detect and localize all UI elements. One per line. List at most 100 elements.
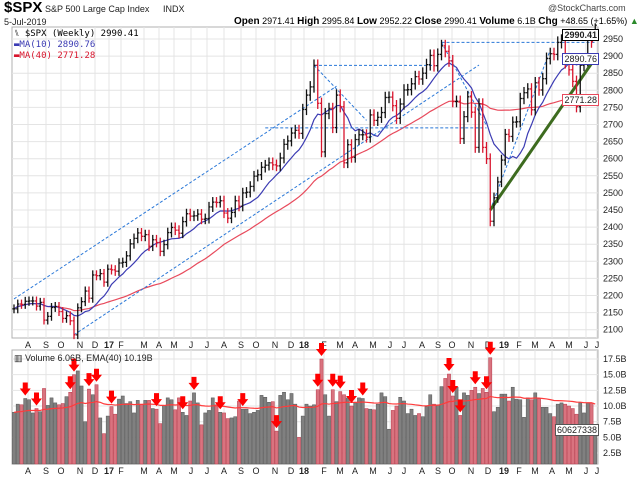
price-bar (68, 311, 72, 326)
price-x-tick-label: S (238, 340, 244, 350)
price-bar (244, 187, 249, 199)
legend-ma40: ▬MA(40) 2771.28 (14, 51, 96, 61)
volume-bar (203, 412, 208, 465)
price-bar (139, 228, 144, 242)
volume-bar (173, 409, 178, 465)
price-bar (571, 63, 575, 88)
volume-bar (165, 397, 170, 465)
volume-x-tick-label: A (221, 466, 227, 476)
volume-y-tick-label: 7.5B (603, 417, 622, 427)
price-x-tick-label: S (435, 340, 441, 350)
volume-bar (177, 397, 181, 465)
volume-bar (199, 424, 204, 465)
price-bar (477, 98, 481, 153)
volume-bar (143, 400, 148, 465)
volume-bar (83, 421, 88, 465)
price-bar (293, 124, 297, 139)
price-bar (379, 106, 384, 123)
price-bar (154, 234, 159, 248)
volume-bar (94, 384, 99, 465)
red-down-arrow-icon (83, 373, 95, 387)
price-y-tick-label: 2950 (603, 34, 623, 44)
price-x-tick-label: F (118, 340, 124, 350)
red-down-arrow-icon (31, 392, 42, 406)
chart-date: 5-Jul-2019 (4, 17, 47, 27)
volume-bar (293, 403, 298, 465)
price-x-tick-label: J (189, 340, 194, 350)
red-down-arrow-icon (68, 358, 80, 372)
red-down-arrow-icon (188, 376, 200, 390)
volume-bar (492, 411, 496, 465)
volume-bar (398, 396, 403, 465)
price-bar (499, 154, 504, 188)
volume-bar (315, 389, 320, 465)
price-x-tick-label: M (531, 340, 539, 350)
price-x-tick-label: A (221, 340, 227, 350)
volume-bar (544, 407, 549, 465)
dashed-trendline (13, 85, 337, 300)
price-y-tick-label: 2300 (603, 256, 623, 266)
volume-bar (218, 412, 223, 465)
price-bar (83, 286, 87, 307)
index-name: S&P 500 Large Cap Index (45, 4, 150, 14)
price-y-tick-label: 2200 (603, 291, 623, 301)
price-bar (372, 109, 376, 126)
exchange: INDX (163, 4, 185, 14)
volume-legend: ▥ Volume 6.06B, EMA(40) 10.19B (14, 353, 153, 363)
volume-bar (533, 392, 538, 465)
volume-bar (480, 388, 485, 465)
price-bar (308, 81, 312, 101)
volume-bar (417, 413, 421, 465)
price-bar (529, 83, 534, 116)
volume-bar (525, 397, 530, 465)
red-down-arrow-icon (469, 371, 481, 385)
price-x-tick-label: J (595, 340, 600, 350)
volume-bar (102, 433, 106, 465)
price-bar (27, 296, 31, 306)
volume-bar (484, 391, 489, 465)
up-arrow-icon: ▲ (629, 16, 639, 26)
volume-bar (529, 399, 534, 465)
price-bar (533, 76, 537, 116)
volume-bar (34, 408, 39, 465)
price-bar (42, 297, 46, 325)
chg-label: Chg (538, 16, 558, 27)
volume-x-tick-label: F (516, 466, 522, 476)
price-bar (132, 233, 136, 249)
red-down-arrow-icon (454, 399, 466, 413)
volume-bar (154, 408, 159, 465)
ma10-line (13, 58, 596, 317)
price-bar (237, 195, 241, 212)
volume-x-tick-label: O (448, 466, 455, 476)
volume-bar (345, 397, 350, 465)
price-bar (537, 76, 541, 96)
dashed-trendline (489, 49, 551, 211)
price-bar (143, 229, 147, 242)
volume-bar (364, 408, 369, 465)
volume-bar (443, 378, 448, 465)
red-down-arrow-icon (237, 393, 249, 407)
volume-bar (375, 403, 380, 465)
price-x-tick-label: N (468, 340, 475, 350)
volume-bar (342, 394, 346, 465)
red-down-arrow-icon (484, 341, 496, 355)
price-y-tick-label: 2450 (603, 205, 623, 215)
price-bar (469, 91, 474, 118)
price-x-tick-label: J (388, 340, 393, 350)
price-bar (109, 264, 114, 275)
price-bar (346, 139, 350, 169)
price-bar (166, 227, 170, 250)
volume-bar (255, 410, 260, 465)
volume-bar (12, 412, 16, 465)
price-x-tick-label: O (252, 340, 259, 350)
volume-x-tick-label: J (584, 466, 589, 476)
price-x-tick-label: M (170, 340, 178, 350)
price-bar (312, 59, 316, 93)
close-value-box: 2990.41 (562, 29, 599, 41)
price-bar (338, 89, 342, 113)
volume-bar (334, 401, 339, 465)
red-down-arrow-icon (106, 390, 117, 404)
price-bar (556, 36, 560, 61)
price-bar (181, 216, 185, 239)
volume-bar (195, 402, 200, 465)
